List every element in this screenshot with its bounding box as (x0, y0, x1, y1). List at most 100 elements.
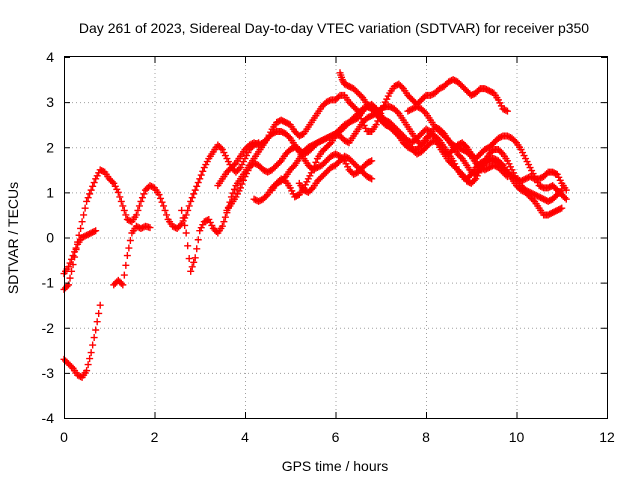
data-point (470, 176, 478, 184)
data-point (368, 157, 376, 165)
data-point (179, 214, 187, 222)
data-point (83, 367, 91, 375)
data-point (84, 361, 92, 369)
data-point (193, 245, 201, 253)
data-point (92, 227, 100, 235)
y-tick-label: -2 (42, 320, 55, 336)
x-tick-label: 8 (422, 429, 430, 445)
x-tick-label: 12 (599, 429, 615, 445)
data-point (184, 206, 192, 214)
data-point (345, 82, 353, 90)
data-point (558, 204, 566, 212)
data-point (398, 130, 406, 138)
data-point (457, 169, 465, 177)
y-tick-label: 1 (46, 184, 54, 200)
y-tick-label: -4 (42, 410, 55, 426)
x-tick-label: 2 (151, 429, 159, 445)
data-point (66, 259, 74, 267)
data-point (466, 151, 474, 159)
data-point (235, 165, 243, 173)
data-point (502, 171, 510, 179)
data-point (193, 182, 201, 190)
data-point (236, 184, 244, 192)
data-point (146, 224, 154, 232)
data-point (187, 197, 195, 205)
data-point (137, 197, 145, 205)
data-point (307, 185, 315, 193)
data-point (230, 161, 238, 169)
series-track-8 (223, 103, 566, 219)
x-tick-label: 0 (60, 429, 68, 445)
data-point (83, 197, 91, 205)
y-tick-label: -3 (42, 365, 55, 381)
data-point (120, 271, 128, 279)
data-point (393, 108, 401, 116)
data-point (239, 176, 247, 184)
y-tick-label: 3 (46, 94, 54, 110)
data-point (503, 173, 511, 181)
data-point (86, 190, 94, 198)
data-point (556, 205, 564, 213)
data-point (122, 261, 130, 269)
x-tick-label: 4 (241, 429, 249, 445)
series-track-4 (110, 222, 154, 289)
data-point (184, 242, 192, 250)
data-point (276, 158, 284, 166)
data-point (157, 194, 165, 202)
data-point (420, 108, 428, 116)
data-point (196, 175, 204, 183)
series-track-1 (60, 139, 263, 293)
data-point (89, 182, 97, 190)
data-point (309, 166, 317, 174)
data-point (230, 185, 238, 193)
data-point (65, 281, 73, 289)
data-point (181, 221, 189, 229)
data-point (238, 180, 246, 188)
data-point (344, 82, 352, 90)
data-point (420, 138, 428, 146)
data-point (289, 163, 297, 171)
data-point (502, 106, 510, 114)
y-tick-label: 2 (46, 139, 54, 155)
data-point (310, 162, 318, 170)
data-point (114, 188, 122, 196)
y-tick-label: 4 (46, 49, 54, 65)
data-point (78, 218, 86, 226)
data-point (503, 107, 511, 115)
data-point (68, 255, 76, 263)
data-point (122, 211, 130, 219)
data-point (434, 139, 442, 147)
data-point (552, 170, 560, 178)
data-point (187, 267, 195, 275)
data-point (194, 179, 202, 187)
data-point (529, 196, 537, 204)
data-point (119, 202, 127, 210)
data-point (95, 309, 103, 317)
series-track-3 (60, 301, 104, 381)
data-point (123, 252, 131, 260)
y-tick-label: -1 (42, 275, 55, 291)
data-point (561, 194, 569, 202)
data-point (185, 202, 193, 210)
data-point (119, 281, 127, 289)
data-point (188, 194, 196, 202)
data-point (125, 244, 133, 252)
data-point (194, 236, 202, 244)
data-point (220, 218, 228, 226)
data-point (116, 193, 124, 201)
data-point (81, 204, 89, 212)
data-point (80, 211, 88, 219)
grid (64, 57, 607, 418)
data-point (155, 191, 163, 199)
series-track-13 (404, 103, 511, 181)
data-point (368, 175, 376, 183)
data-point (511, 137, 519, 145)
data-point (86, 355, 94, 363)
data-point (285, 133, 293, 141)
data-point (138, 194, 146, 202)
data-point (185, 255, 193, 263)
y-axis-label: SDTVAR / TECUs (5, 182, 21, 294)
data-point (562, 195, 570, 203)
data-point (132, 211, 140, 219)
data-point (87, 349, 95, 357)
